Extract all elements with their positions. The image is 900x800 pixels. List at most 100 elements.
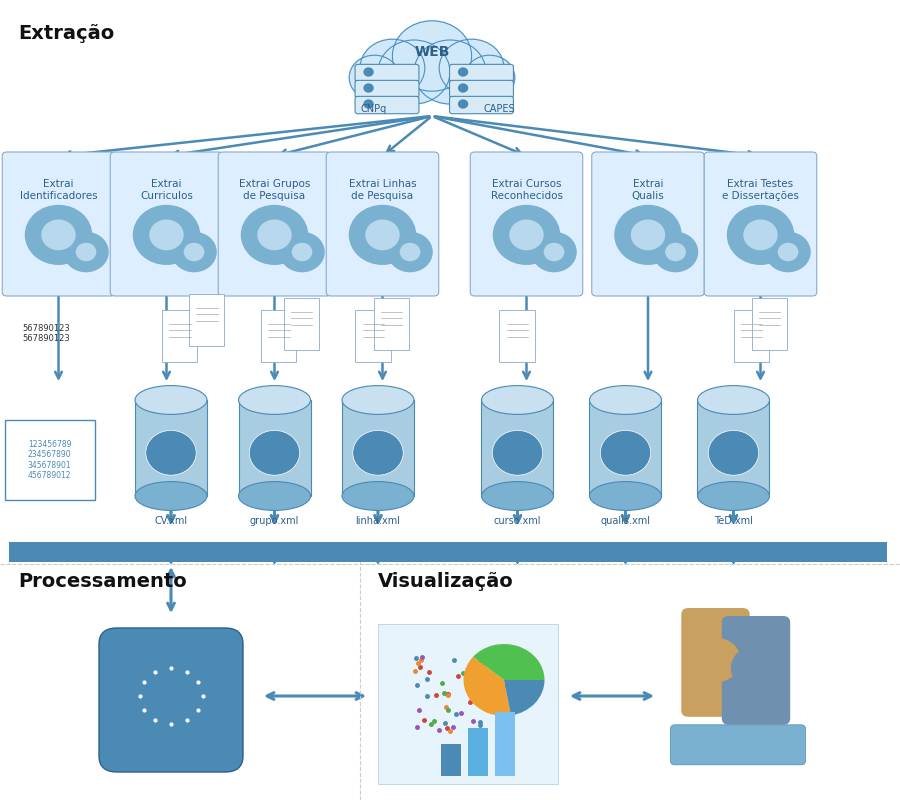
Circle shape bbox=[532, 233, 576, 272]
Circle shape bbox=[241, 206, 308, 264]
Circle shape bbox=[150, 220, 183, 250]
Circle shape bbox=[766, 233, 810, 272]
Text: Extração: Extração bbox=[18, 24, 114, 43]
Circle shape bbox=[249, 430, 300, 475]
Ellipse shape bbox=[135, 482, 207, 510]
Circle shape bbox=[708, 430, 759, 475]
FancyBboxPatch shape bbox=[355, 64, 418, 82]
Bar bbox=[342, 400, 414, 496]
FancyBboxPatch shape bbox=[189, 294, 224, 346]
Ellipse shape bbox=[342, 386, 414, 414]
Text: TeD.xml: TeD.xml bbox=[714, 516, 753, 526]
Text: CNPq: CNPq bbox=[360, 104, 387, 114]
Text: Extrai Testes
e Dissertações: Extrai Testes e Dissertações bbox=[722, 179, 799, 201]
Circle shape bbox=[632, 220, 664, 250]
FancyBboxPatch shape bbox=[356, 310, 391, 362]
Text: 567890123
567890123: 567890123 567890123 bbox=[22, 324, 70, 343]
Wedge shape bbox=[504, 680, 544, 715]
Circle shape bbox=[364, 68, 373, 76]
Text: Extrai
Identificadores: Extrai Identificadores bbox=[20, 179, 97, 201]
FancyBboxPatch shape bbox=[734, 310, 769, 362]
Circle shape bbox=[690, 638, 741, 682]
Circle shape bbox=[184, 243, 203, 261]
Wedge shape bbox=[464, 657, 511, 716]
Circle shape bbox=[544, 243, 563, 261]
Text: linha.xml: linha.xml bbox=[356, 516, 400, 526]
Circle shape bbox=[364, 84, 373, 92]
Circle shape bbox=[280, 233, 324, 272]
Bar bbox=[378, 624, 558, 784]
Circle shape bbox=[25, 206, 92, 264]
Circle shape bbox=[414, 40, 486, 104]
Circle shape bbox=[464, 55, 515, 100]
Circle shape bbox=[492, 430, 543, 475]
FancyBboxPatch shape bbox=[592, 152, 704, 296]
Circle shape bbox=[349, 55, 400, 100]
FancyBboxPatch shape bbox=[218, 152, 331, 296]
FancyBboxPatch shape bbox=[470, 152, 583, 296]
Circle shape bbox=[349, 206, 416, 264]
Ellipse shape bbox=[482, 482, 554, 510]
Circle shape bbox=[42, 220, 75, 250]
FancyBboxPatch shape bbox=[355, 96, 418, 114]
Circle shape bbox=[459, 84, 468, 92]
Circle shape bbox=[146, 430, 196, 475]
FancyBboxPatch shape bbox=[162, 310, 197, 362]
Circle shape bbox=[258, 220, 291, 250]
FancyBboxPatch shape bbox=[752, 298, 787, 350]
Text: CAPES: CAPES bbox=[483, 104, 516, 114]
Ellipse shape bbox=[590, 386, 662, 414]
Text: Extrai
Qualis: Extrai Qualis bbox=[632, 179, 664, 201]
Ellipse shape bbox=[590, 482, 662, 510]
FancyBboxPatch shape bbox=[722, 616, 790, 725]
Bar bbox=[135, 400, 207, 496]
Circle shape bbox=[292, 243, 311, 261]
FancyBboxPatch shape bbox=[500, 310, 535, 362]
Text: WEB: WEB bbox=[414, 45, 450, 59]
Circle shape bbox=[778, 243, 797, 261]
Text: grupo.xml: grupo.xml bbox=[250, 516, 299, 526]
Circle shape bbox=[133, 206, 200, 264]
FancyBboxPatch shape bbox=[450, 64, 513, 82]
FancyBboxPatch shape bbox=[374, 298, 409, 350]
FancyBboxPatch shape bbox=[2, 152, 115, 296]
Circle shape bbox=[64, 233, 108, 272]
FancyBboxPatch shape bbox=[284, 298, 319, 350]
FancyBboxPatch shape bbox=[4, 420, 94, 500]
Circle shape bbox=[493, 206, 560, 264]
FancyBboxPatch shape bbox=[261, 310, 296, 362]
Text: curso.xml: curso.xml bbox=[494, 516, 541, 526]
Wedge shape bbox=[473, 644, 544, 680]
Text: Extrai Cursos
Reconhecidos: Extrai Cursos Reconhecidos bbox=[491, 179, 562, 201]
Ellipse shape bbox=[482, 386, 554, 414]
Bar bbox=[590, 400, 662, 496]
Circle shape bbox=[615, 206, 681, 264]
Ellipse shape bbox=[135, 386, 207, 414]
Text: qualis.xml: qualis.xml bbox=[600, 516, 651, 526]
Circle shape bbox=[731, 646, 781, 690]
Circle shape bbox=[666, 243, 685, 261]
Bar bbox=[482, 400, 554, 496]
Ellipse shape bbox=[342, 482, 414, 510]
Circle shape bbox=[510, 220, 543, 250]
Text: Extrai
Curriculos: Extrai Curriculos bbox=[140, 179, 193, 201]
Circle shape bbox=[400, 243, 419, 261]
Circle shape bbox=[378, 40, 450, 104]
Bar bbox=[468, 728, 488, 776]
Bar bbox=[441, 744, 461, 776]
Text: Processamento: Processamento bbox=[18, 572, 187, 591]
Text: 123456789
234567890
345678901
456789012: 123456789 234567890 345678901 456789012 bbox=[28, 440, 71, 480]
Circle shape bbox=[353, 430, 403, 475]
Circle shape bbox=[366, 220, 399, 250]
FancyBboxPatch shape bbox=[450, 96, 513, 114]
Circle shape bbox=[76, 243, 95, 261]
FancyBboxPatch shape bbox=[670, 725, 806, 765]
Circle shape bbox=[360, 39, 425, 97]
Circle shape bbox=[388, 233, 432, 272]
Text: Extrai Grupos
de Pesquisa: Extrai Grupos de Pesquisa bbox=[238, 179, 310, 201]
Bar bbox=[238, 400, 310, 496]
Circle shape bbox=[727, 206, 794, 264]
FancyBboxPatch shape bbox=[99, 628, 243, 772]
Ellipse shape bbox=[698, 386, 770, 414]
Circle shape bbox=[653, 233, 698, 272]
